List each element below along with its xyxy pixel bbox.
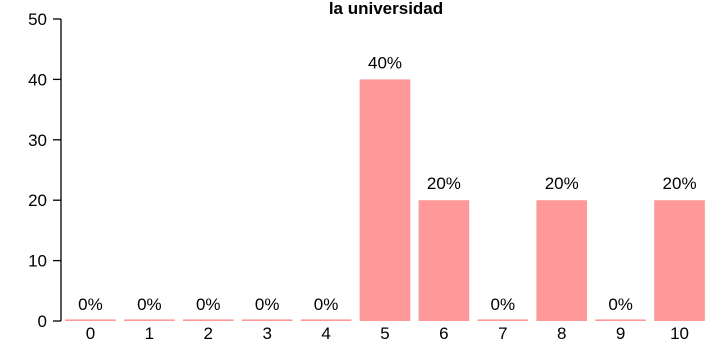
chart-title: la universidad	[329, 0, 443, 18]
y-tick-label: 0	[38, 312, 47, 331]
x-tick-label-5: 5	[380, 324, 389, 342]
bars	[65, 79, 705, 322]
y-tick-label: 50	[28, 10, 47, 29]
x-tick-label-6: 6	[439, 324, 448, 342]
data-label-4: 0%	[314, 295, 339, 314]
data-label-1: 0%	[137, 295, 162, 314]
data-label-7: 0%	[491, 295, 516, 314]
x-tick-label-9: 9	[616, 324, 625, 342]
x-tick-label-4: 4	[321, 324, 330, 342]
data-label-9: 0%	[608, 295, 633, 314]
x-tick-label-8: 8	[557, 324, 566, 342]
bar-7	[477, 319, 529, 321]
y-tick-label: 40	[28, 70, 47, 89]
bar-4	[300, 319, 352, 321]
data-label-10: 20%	[663, 174, 697, 193]
x-tick-label-1: 1	[145, 324, 154, 342]
bar-10	[654, 200, 705, 321]
bar-2	[182, 319, 234, 321]
data-label-8: 20%	[545, 174, 579, 193]
y-axis: 0 10 20 30 40 50	[28, 10, 62, 331]
x-tick-label-10: 10	[670, 324, 689, 342]
data-label-3: 0%	[255, 295, 280, 314]
x-tick-label-7: 7	[498, 324, 507, 342]
data-label-5: 40%	[368, 53, 402, 72]
data-labels: 0% 0% 0% 0% 0% 40% 20% 0% 20% 0% 20%	[78, 53, 696, 314]
y-tick-label: 30	[28, 131, 47, 150]
bar-9	[595, 319, 646, 321]
bar-0	[65, 319, 116, 321]
bar-5	[359, 79, 411, 322]
data-label-0: 0%	[78, 295, 103, 314]
bar-8	[536, 200, 588, 321]
y-tick-label: 10	[28, 252, 47, 271]
x-tick-label-0: 0	[86, 324, 95, 342]
bar-1	[124, 319, 175, 321]
data-label-6: 20%	[427, 174, 461, 193]
data-label-2: 0%	[196, 295, 221, 314]
bar-6	[418, 200, 470, 321]
y-tick-label: 20	[28, 191, 47, 210]
x-tick-labels: 0 1 2 3 4 5 6 7 8 9 10	[86, 324, 689, 342]
x-tick-label-3: 3	[262, 324, 271, 342]
bar-3	[241, 319, 293, 321]
x-tick-label-2: 2	[204, 324, 213, 342]
